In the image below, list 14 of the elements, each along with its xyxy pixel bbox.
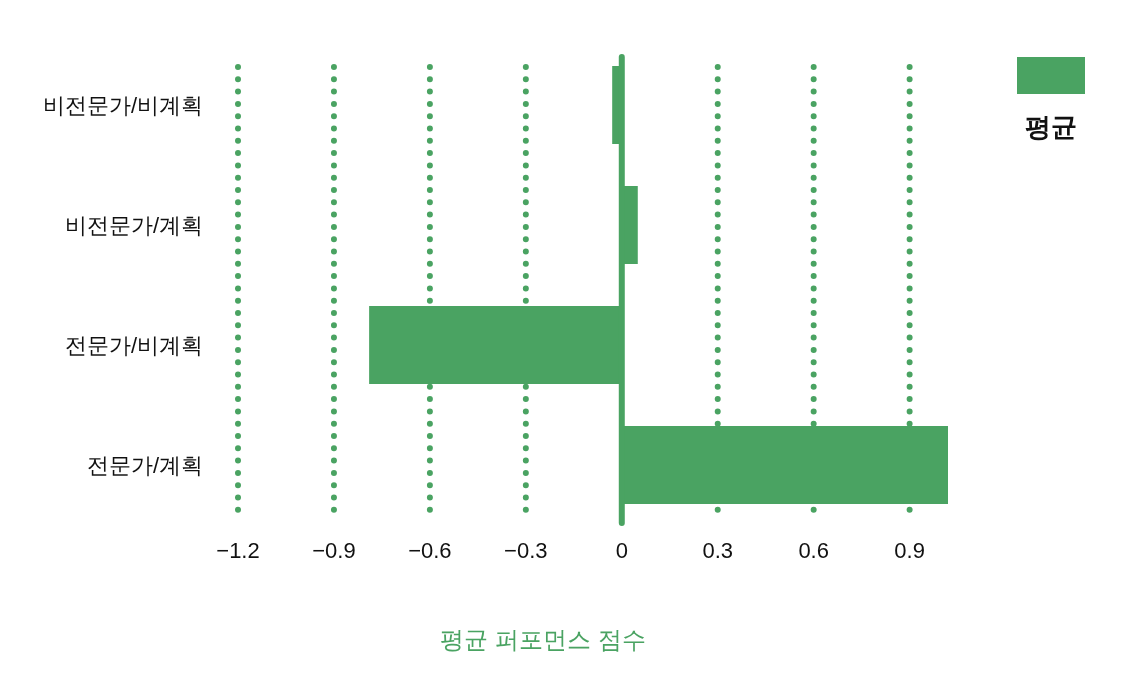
x-tick-label: 0.3 — [702, 538, 734, 563]
x-tick-label: −1.2 — [216, 538, 260, 563]
x-tick-label: −0.9 — [312, 538, 356, 563]
legend-label: 평균 — [1025, 112, 1077, 142]
y-tick-label: 전문가/계획 — [86, 453, 203, 478]
x-tick-label: 0.9 — [894, 538, 925, 563]
x-tick-label: −0.6 — [408, 538, 452, 563]
x-tick-label: 0.6 — [798, 538, 829, 563]
y-tick-label: 비전문가/비계획 — [42, 93, 203, 118]
y-tick-label: 비전문가/계획 — [64, 213, 203, 238]
y-tick-label: 전문가/비계획 — [64, 333, 203, 358]
x-tick-label: 0 — [615, 538, 628, 563]
x-tick-label: −0.3 — [504, 538, 548, 563]
x-axis-title: 평균 퍼포먼스 점수 — [440, 626, 646, 653]
